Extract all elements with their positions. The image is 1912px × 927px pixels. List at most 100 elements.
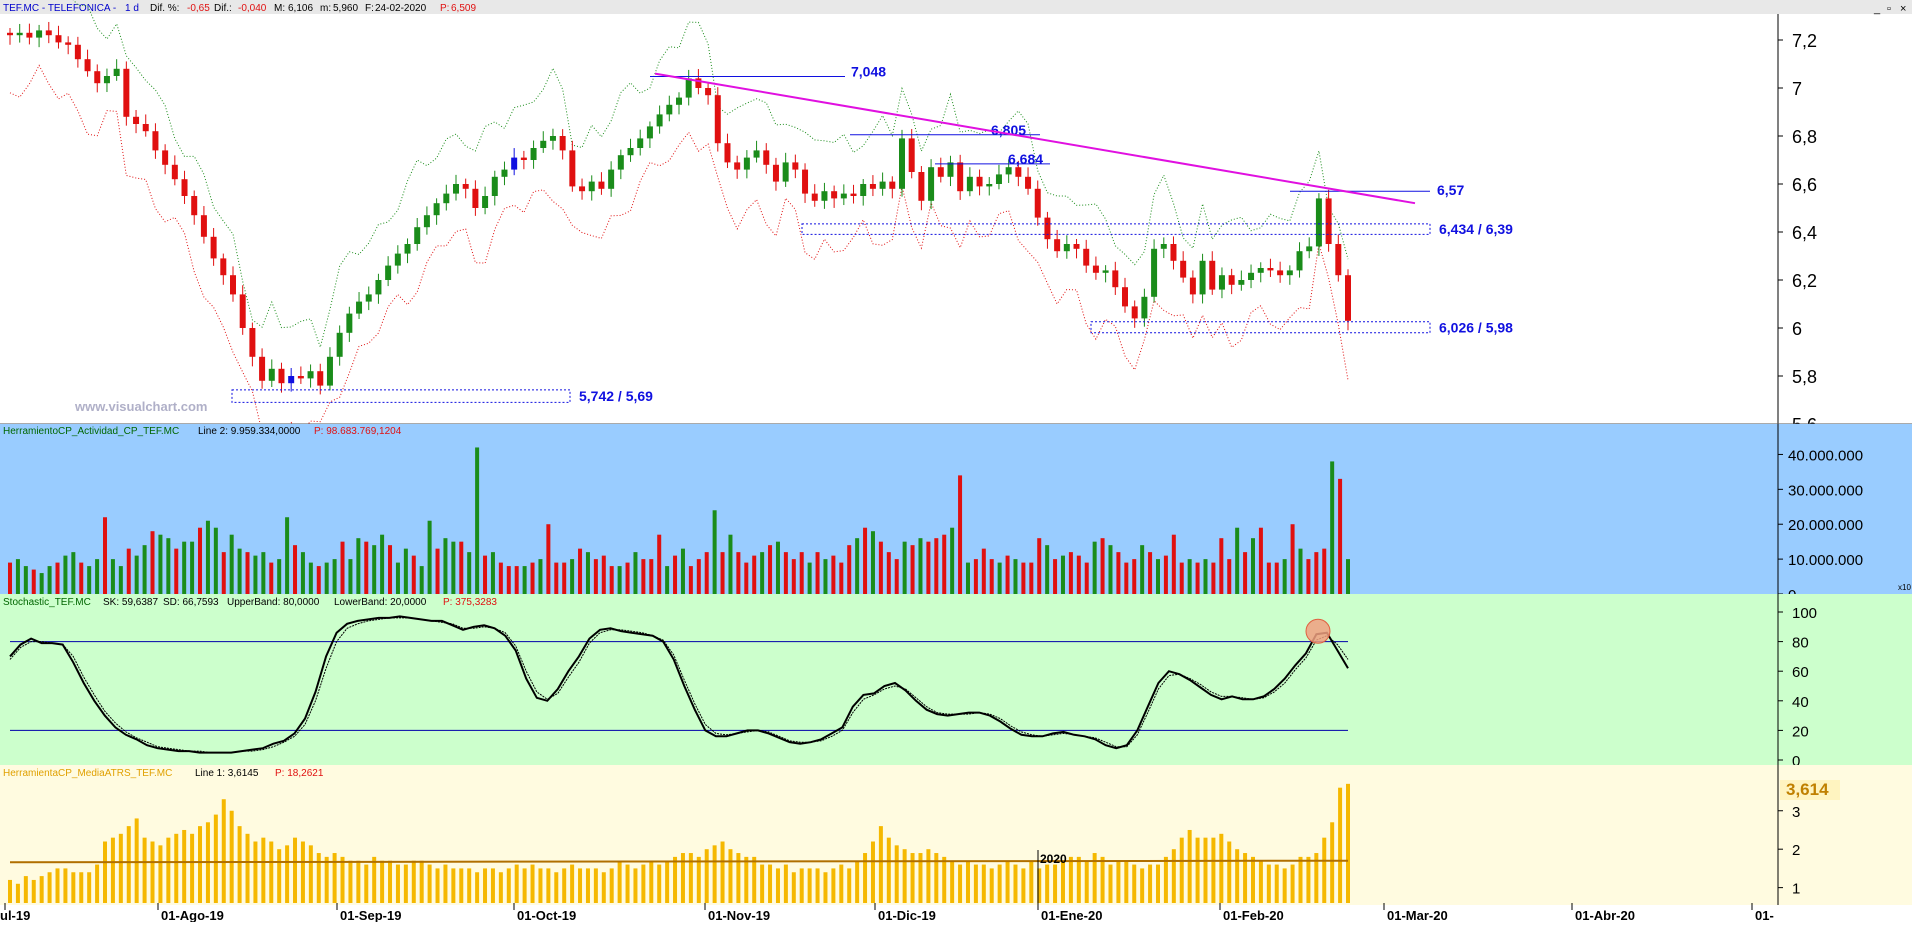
volume-bar — [1330, 461, 1335, 594]
volume-bar — [324, 562, 329, 594]
volume-bar — [364, 541, 369, 594]
atr-bar — [1053, 864, 1058, 903]
minimize-icon[interactable]: _ — [1873, 3, 1881, 15]
candle-body — [1034, 188, 1041, 218]
atr-bar — [1148, 864, 1153, 903]
atr-bar — [831, 868, 836, 903]
volume-bar — [1037, 538, 1042, 594]
candle-body — [540, 140, 547, 148]
candle-body — [899, 138, 905, 189]
atr-bar — [380, 860, 385, 903]
date-value: 24-02-2020 — [375, 3, 427, 14]
volume-legend: HerramientoCP_Actividad_CP_TEF.MC Line 2… — [3, 426, 402, 437]
candle-body — [1277, 270, 1284, 276]
volume-bar — [989, 559, 994, 594]
atr-title: HerramientaCP_MediaATRS_TEF.MC — [3, 768, 172, 779]
stochastic-upper: UpperBand: 80,0000 — [227, 597, 320, 608]
candle-body — [637, 138, 644, 148]
atr-bar — [926, 849, 931, 903]
atr-axis-label: 2 — [1792, 842, 1800, 859]
atr-bar — [348, 860, 353, 903]
x-axis-panel — [0, 905, 1912, 922]
volume-bar — [1124, 562, 1129, 594]
atr-bar — [316, 853, 321, 903]
atr-bar — [1171, 849, 1176, 903]
candle-body — [162, 150, 169, 165]
volume-bar — [490, 552, 495, 594]
atr-bar — [760, 864, 765, 903]
change-pct-value: -0,65 — [187, 3, 210, 14]
atr-bar — [261, 837, 266, 903]
volume-bar — [673, 555, 678, 594]
volume-bar — [1298, 548, 1303, 594]
volume-bar — [736, 552, 741, 594]
atr-bar — [158, 845, 163, 903]
volume-bar — [926, 541, 931, 594]
candle-body — [782, 162, 789, 182]
volume-bar — [1076, 555, 1081, 594]
candle-body — [869, 184, 876, 189]
atr-bar — [245, 833, 250, 903]
close-icon[interactable]: × — [1900, 3, 1906, 15]
candle-body — [278, 368, 285, 384]
volume-bar — [467, 552, 472, 594]
volume-bar — [1155, 559, 1160, 594]
atr-bar — [1163, 856, 1168, 903]
volume-bar — [166, 538, 171, 594]
volume-bar — [1314, 552, 1319, 594]
atr-bar — [807, 868, 812, 903]
atr-bar — [1195, 837, 1200, 903]
candle-body — [230, 275, 236, 295]
volume-bar — [483, 555, 488, 594]
x-axis-label: 01-Sep-19 — [340, 908, 401, 922]
volume-bar — [530, 562, 535, 594]
volume-bar — [229, 534, 234, 594]
volume-bar — [1005, 555, 1010, 594]
volume-bar — [950, 527, 955, 594]
atr-bar — [958, 864, 963, 903]
symbol-label: TEF.MC - TELEFONICA - — [3, 3, 116, 14]
atr-axis-label: 3 — [1792, 804, 1800, 821]
candle-body — [123, 68, 130, 117]
candle-body — [113, 68, 120, 76]
atr-bar — [1084, 860, 1089, 903]
candle-body — [957, 162, 964, 192]
atr-bar — [395, 864, 400, 903]
volume-bar — [1132, 559, 1137, 594]
atr-bar — [1092, 853, 1097, 903]
max-label: M: — [274, 3, 285, 14]
atr-bar — [277, 849, 282, 903]
atr-bar — [1179, 837, 1184, 903]
level-label: 7,048 — [851, 63, 886, 79]
volume-bar — [894, 559, 899, 594]
volume-bar — [308, 562, 313, 594]
atr-current-value: 3,614 — [1786, 780, 1829, 799]
candle-body — [966, 176, 973, 192]
atr-bar — [989, 868, 994, 903]
atr-bar — [1037, 868, 1042, 903]
atr-bar — [1243, 853, 1248, 903]
candle-body — [1112, 270, 1119, 288]
candle-body — [1306, 246, 1313, 252]
atr-bar — [190, 833, 195, 903]
volume-bar — [649, 559, 654, 594]
candle-body — [1325, 198, 1332, 244]
maximize-icon[interactable]: ▫ — [1887, 3, 1891, 15]
volume-bar — [1092, 541, 1097, 594]
volume-bar — [617, 566, 622, 594]
candle-body — [676, 97, 682, 105]
candle-body — [84, 59, 91, 72]
candle-body — [530, 148, 537, 160]
candle-body — [191, 196, 198, 216]
price-panel — [0, 0, 1912, 424]
candle-body — [579, 186, 586, 192]
volume-bar — [1266, 562, 1271, 594]
volume-bar — [1195, 562, 1200, 594]
candle-body — [1102, 270, 1109, 273]
atr-bar — [95, 864, 100, 903]
volume-bar — [815, 552, 820, 594]
volume-corner-note: x10 — [1898, 583, 1911, 592]
candle-body — [26, 32, 33, 38]
volume-bar — [712, 510, 717, 594]
candle-body — [1218, 275, 1225, 290]
